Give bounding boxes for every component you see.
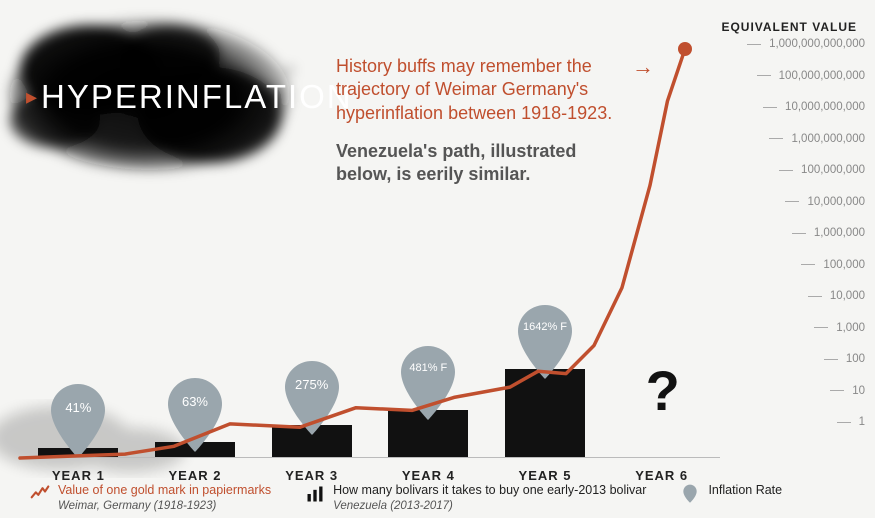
yaxis-tick: 100,000 (801, 259, 865, 271)
pin-label: 1642% F (513, 321, 577, 333)
yaxis-tick-label: 10,000 (830, 290, 865, 302)
map-pin-icon: 481% F (396, 344, 460, 408)
xaxis-label: YEAR 4 (370, 468, 487, 483)
yaxis-title: EQUIVALENT VALUE (721, 20, 857, 34)
yaxis-tick-label: 10 (852, 385, 865, 397)
yaxis-tick-label: 1,000,000,000 (791, 133, 865, 145)
yaxis-tick: 10,000 (808, 290, 865, 302)
xaxis-label: YEAR 2 (137, 468, 254, 483)
pin-label: 481% F (396, 362, 460, 374)
yaxis-tick-label: 1,000,000,000,000 (769, 38, 865, 50)
yaxis-tick-label: 100,000,000,000 (779, 70, 865, 82)
yaxis-tick: 1,000,000 (792, 227, 865, 239)
legend-subtext: Venezuela (2013-2017) (333, 500, 453, 512)
yaxis-tick: 100 (824, 353, 865, 365)
bars-icon (305, 483, 325, 507)
yaxis-tick: 1,000,000,000,000 (747, 38, 865, 50)
yaxis-tick: 10,000,000,000 (763, 101, 865, 113)
legend-text: Inflation Rate (708, 483, 782, 497)
yaxis-tick-label: 1,000,000 (814, 227, 865, 239)
xaxis-label: YEAR 1 (20, 468, 137, 483)
map-pin-icon: 275% (280, 359, 344, 423)
yaxis-tick: 1,000 (814, 322, 865, 334)
xaxis-label: YEAR 3 (253, 468, 370, 483)
yaxis-tick-label: 10,000,000 (807, 196, 865, 208)
x-axis-labels: YEAR 1YEAR 2YEAR 3YEAR 4YEAR 5YEAR 6 (20, 468, 720, 483)
map-pin-icon: 63% (163, 376, 227, 440)
yaxis-tick-label: 1 (859, 416, 865, 428)
yaxis-tick: 1,000,000,000 (769, 133, 865, 145)
map-pin-icon: 41% (46, 382, 110, 446)
question-mark: ? (646, 358, 680, 423)
pulse-line-icon (30, 483, 50, 507)
legend-item: Value of one gold mark in papiermarks Wei… (30, 483, 271, 514)
yaxis-tick: 100,000,000,000 (757, 70, 865, 82)
yaxis-tick: 100,000,000 (779, 164, 865, 176)
legend-item: Inflation Rate (680, 483, 782, 507)
x-axis-baseline (20, 457, 720, 458)
pin-label: 275% (280, 377, 344, 392)
legend: Value of one gold mark in papiermarks Wei… (30, 483, 855, 514)
xaxis-label: YEAR 5 (487, 468, 604, 483)
yaxis-tick-label: 100 (846, 353, 865, 365)
yaxis-tick-label: 100,000 (823, 259, 865, 271)
chart-area: 41% 63% 275% 481% F 1642% F (20, 0, 720, 458)
yaxis-tick-label: 10,000,000,000 (785, 101, 865, 113)
legend-text: Value of one gold mark in papiermarks (58, 483, 271, 497)
yaxis-tick-label: 1,000 (836, 322, 865, 334)
map-pin-icon: 1642% F (513, 303, 577, 367)
legend-item: How many bolivars it takes to buy one ea… (305, 483, 646, 514)
pin-label: 41% (46, 400, 110, 415)
yaxis-tick: 1 (837, 416, 865, 428)
yaxis-tick: 10,000,000 (785, 196, 865, 208)
pin-icon (680, 483, 700, 507)
pin-label: 63% (163, 394, 227, 409)
yaxis-tick: 10 (830, 385, 865, 397)
legend-subtext: Weimar, Germany (1918-1923) (58, 500, 216, 512)
legend-text: How many bolivars it takes to buy one ea… (333, 483, 646, 497)
yaxis-tick-label: 100,000,000 (801, 164, 865, 176)
xaxis-label: YEAR 6 (603, 468, 720, 483)
